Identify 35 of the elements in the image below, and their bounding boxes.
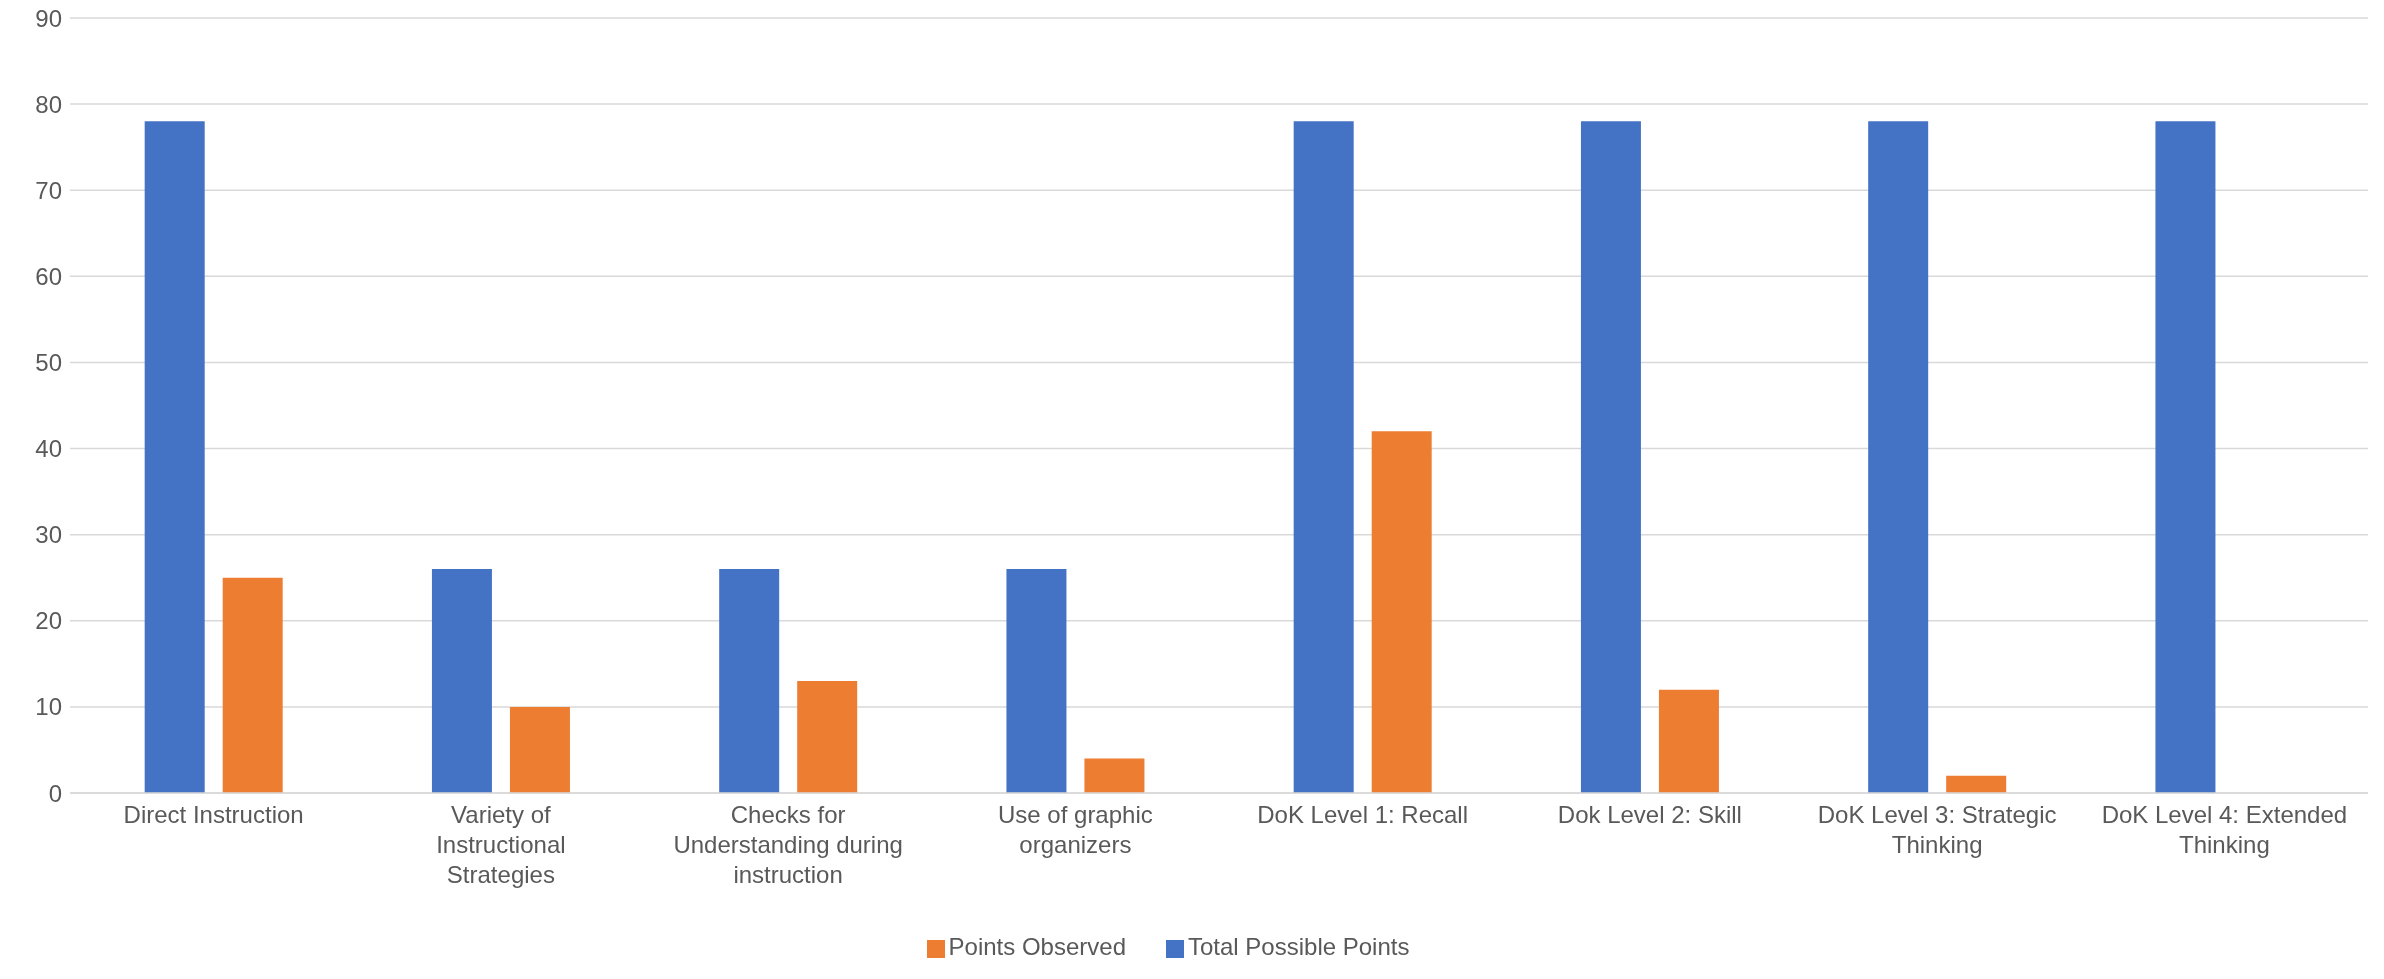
x-tick-label: Direct Instruction <box>123 801 304 828</box>
bar <box>719 569 780 793</box>
x-tick-label: DoK Level 1: Recall <box>1257 801 1469 828</box>
bar <box>1658 689 1719 793</box>
y-tick-label: 40 <box>35 435 62 463</box>
x-tick-label: DoK Level 4: Extended Thinking <box>2101 801 2348 858</box>
bar <box>1868 121 1929 793</box>
bar <box>222 577 283 793</box>
bar <box>144 121 205 793</box>
y-tick-label: 60 <box>35 262 62 290</box>
bar <box>1946 775 2007 793</box>
y-tick-label: 30 <box>35 521 62 549</box>
bar <box>431 569 492 793</box>
bar <box>1006 569 1067 793</box>
bar <box>1371 431 1432 793</box>
y-tick-label: 70 <box>35 176 62 204</box>
bar <box>1580 121 1641 793</box>
legend-label: Total Possible Points <box>1187 933 1410 960</box>
y-tick-label: 0 <box>48 779 62 807</box>
y-tick-label: 10 <box>35 693 62 721</box>
bar <box>2155 121 2216 793</box>
y-tick-label: 80 <box>35 90 62 118</box>
y-tick-label: 20 <box>35 607 62 635</box>
x-tick-label: Variety of Instructional Strategies <box>436 801 566 888</box>
y-tick-label: 90 <box>35 4 62 32</box>
x-tick-label: Checks for Understanding during instruction <box>673 801 903 888</box>
y-tick-label: 50 <box>35 348 62 376</box>
bar <box>509 706 570 793</box>
bar <box>1293 121 1354 793</box>
x-tick-label: Use of graphic organizers <box>998 801 1153 858</box>
bar <box>797 681 858 793</box>
legend-label: Points Observed <box>948 933 1126 960</box>
x-tick-label: Dok Level 2: Skill <box>1557 801 1742 828</box>
bar <box>1084 758 1145 793</box>
x-tick-label: DoK Level 3: Strategic Thinking <box>1817 801 2057 858</box>
